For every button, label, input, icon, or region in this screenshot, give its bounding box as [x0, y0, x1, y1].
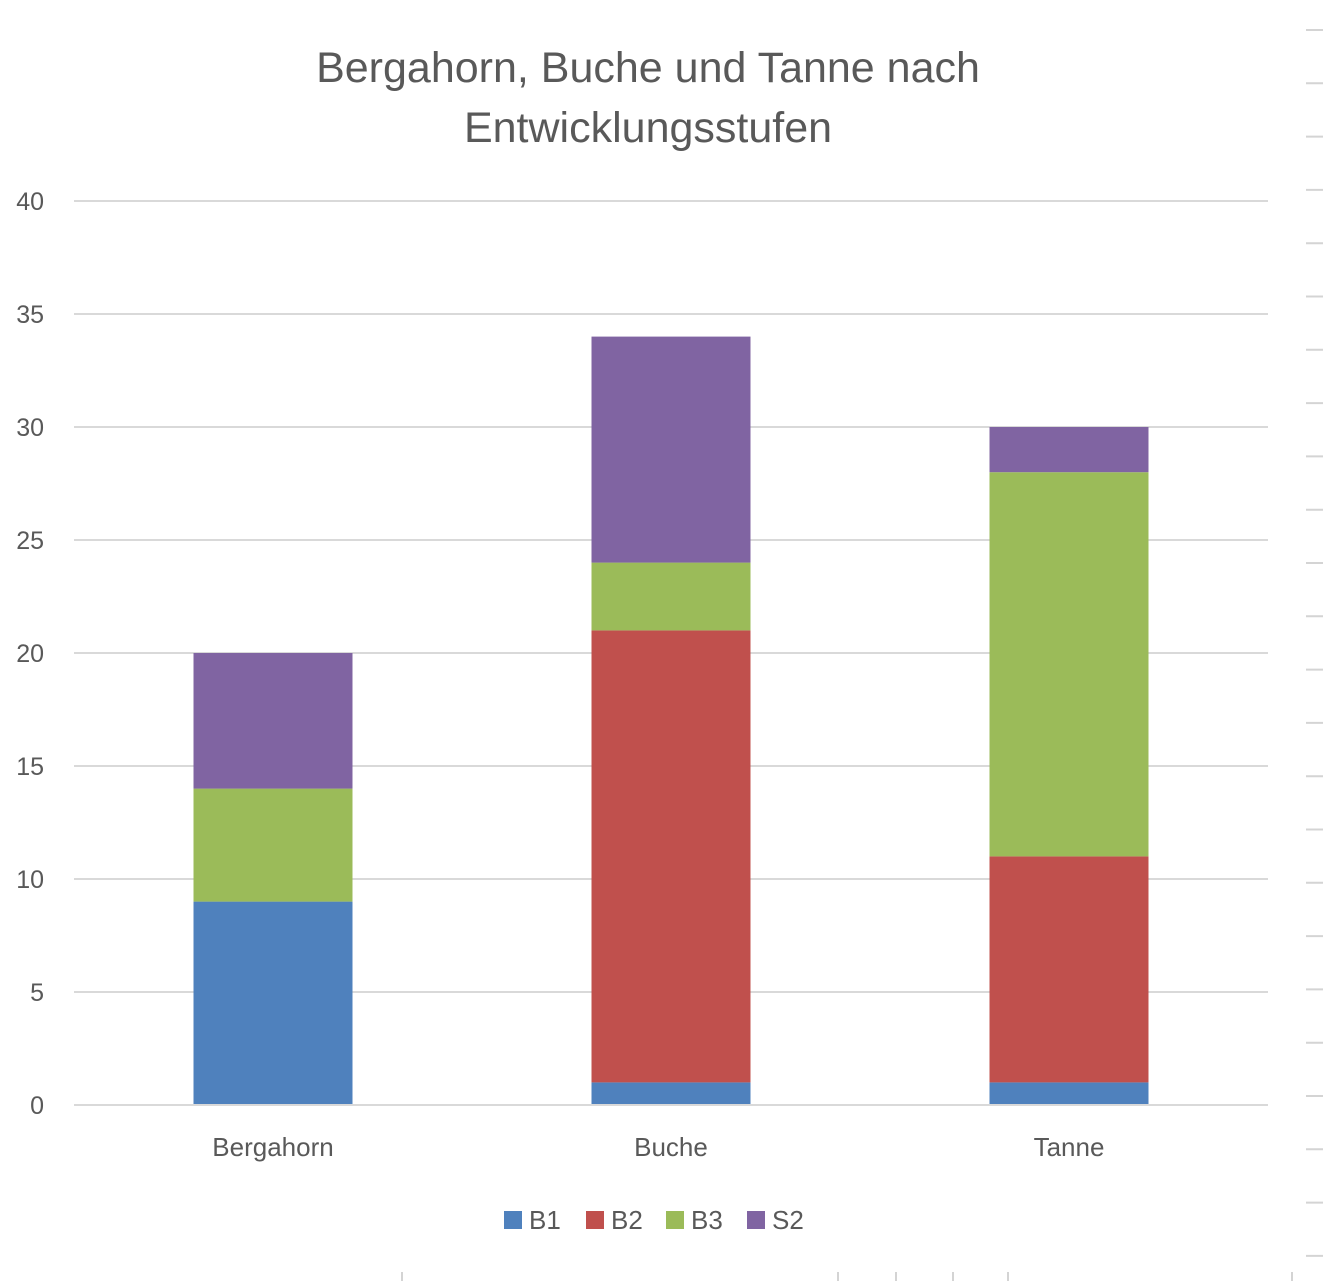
legend-label: B1: [529, 1205, 561, 1235]
chart-title-line-1: Bergahorn, Buche und Tanne nach: [316, 44, 980, 92]
y-tick-label: 40: [16, 188, 44, 216]
bar-segment-b2-tanne[interactable]: [989, 856, 1149, 1083]
bar-segment-b1-tanne[interactable]: [989, 1082, 1149, 1105]
x-category-label: Buche: [634, 1132, 708, 1162]
y-tick-label: 35: [16, 301, 44, 329]
bar-segment-s2-tanne[interactable]: [989, 427, 1149, 473]
legend-label: S2: [772, 1205, 804, 1235]
legend-label: B3: [691, 1205, 723, 1235]
y-tick-label: 5: [30, 979, 44, 1007]
bar-segment-b3-buche[interactable]: [591, 562, 751, 631]
y-tick-label: 0: [30, 1092, 44, 1120]
legend-swatch: [666, 1211, 684, 1229]
legend-swatch: [504, 1211, 522, 1229]
legend-entry-s2[interactable]: S2: [747, 1205, 804, 1235]
bar-segment-b3-tanne[interactable]: [989, 472, 1149, 857]
legend-entry-b2[interactable]: B2: [586, 1205, 643, 1235]
bar-segment-b3-bergahorn[interactable]: [193, 788, 353, 902]
bar-segment-b2-buche[interactable]: [591, 630, 751, 1083]
legend-label: B2: [611, 1205, 643, 1235]
y-tick-label: 20: [16, 640, 44, 668]
legend-swatch: [586, 1211, 604, 1229]
x-category-label: Tanne: [1034, 1132, 1105, 1162]
bar-segment-b1-buche[interactable]: [591, 1082, 751, 1105]
y-tick-label: 15: [16, 753, 44, 781]
y-tick-label: 10: [16, 866, 44, 894]
legend-swatch: [747, 1211, 765, 1229]
x-category-label: Bergahorn: [212, 1132, 333, 1162]
chart-title-line-2: Entwicklungsstufen: [463, 104, 833, 152]
bar-segment-s2-buche[interactable]: [591, 336, 751, 563]
legend-entry-b1[interactable]: B1: [504, 1205, 561, 1235]
bar-segment-s2-bergahorn[interactable]: [193, 653, 353, 789]
legend-entry-b3[interactable]: B3: [666, 1205, 723, 1235]
y-tick-label: 30: [16, 414, 44, 442]
y-tick-label: 25: [16, 527, 44, 555]
bar-segment-b1-bergahorn[interactable]: [193, 901, 353, 1105]
chart-title: Bergahorn, Buche und Tanne nach Entwickl…: [0, 38, 1296, 158]
